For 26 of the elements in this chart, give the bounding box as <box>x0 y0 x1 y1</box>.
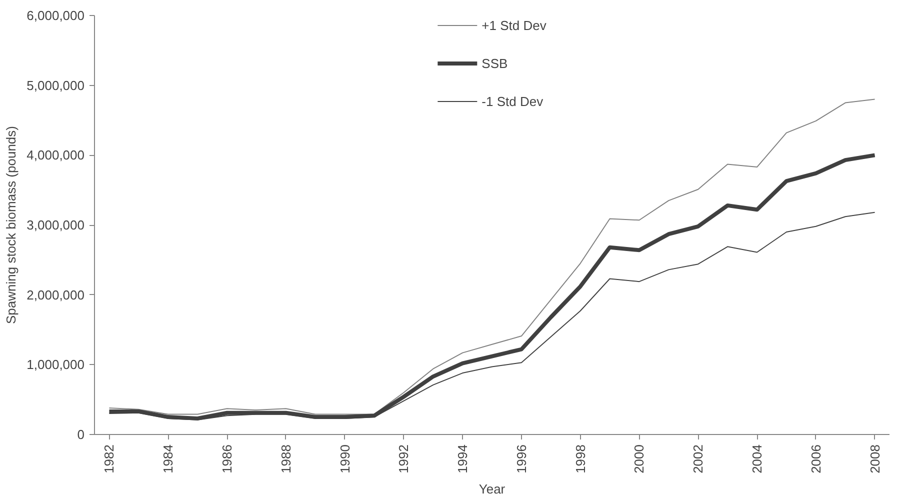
y-tick-label: 6,000,000 <box>26 8 85 23</box>
x-axis-title: Year <box>478 481 506 496</box>
x-tick-label: 1996 <box>514 444 529 474</box>
x-tick-label: 1998 <box>572 444 588 474</box>
x-tick-label: 1992 <box>396 444 412 474</box>
x-tick-label: 2000 <box>632 444 647 474</box>
x-tick-label: 2006 <box>808 444 824 474</box>
x-tick-label: 1984 <box>160 444 176 474</box>
y-axis-title: Spawning stock biomass (pounds) <box>4 126 19 324</box>
x-tick-label: 1994 <box>455 444 470 474</box>
y-tick-label: 4,000,000 <box>26 148 85 163</box>
x-tick-label: 2008 <box>867 444 882 474</box>
y-tick-label: 5,000,000 <box>26 78 85 93</box>
x-tick-label: 1982 <box>102 444 117 474</box>
y-tick-label: 1,000,000 <box>26 357 85 372</box>
legend-label: -1 Std Dev <box>482 94 544 108</box>
y-tick-label: 0 <box>77 427 85 442</box>
y-tick-label: 2,000,000 <box>26 287 85 302</box>
x-tick-label: 2004 <box>750 444 764 474</box>
legend-label: SSB <box>482 56 508 70</box>
legend-label: +1 Std Dev <box>482 18 546 32</box>
x-tick-label: 2002 <box>690 444 706 474</box>
x-tick-label: 1988 <box>278 444 294 474</box>
y-tick-label: 3,000,000 <box>26 218 85 232</box>
x-tick-label: 1990 <box>337 444 352 474</box>
x-tick-label: 1986 <box>220 444 234 474</box>
